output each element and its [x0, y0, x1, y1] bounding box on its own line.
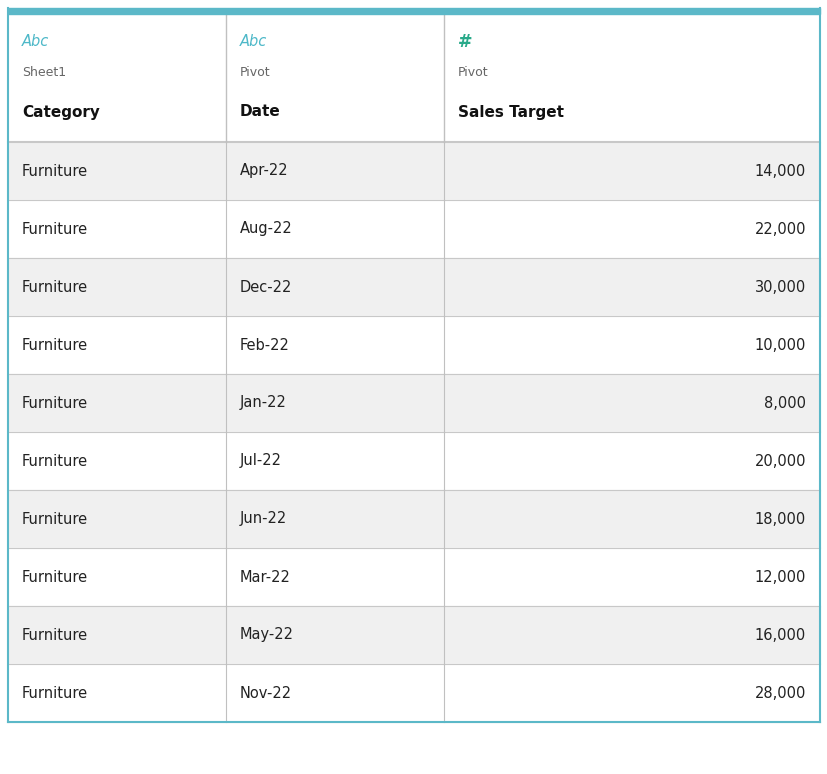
Text: Furniture: Furniture	[22, 396, 88, 410]
Text: 28,000: 28,000	[753, 686, 805, 700]
Text: 16,000: 16,000	[754, 628, 805, 642]
Text: May-22: May-22	[240, 628, 294, 642]
Text: Jan-22: Jan-22	[240, 396, 286, 410]
Text: Jul-22: Jul-22	[240, 454, 282, 468]
Text: #: #	[457, 33, 472, 51]
Bar	[8, 258, 819, 316]
Text: Furniture: Furniture	[22, 163, 88, 179]
Text: Pivot: Pivot	[240, 66, 270, 78]
Text: Sales Target: Sales Target	[457, 104, 563, 119]
Bar	[8, 548, 819, 606]
Text: Nov-22: Nov-22	[240, 686, 292, 700]
Text: Feb-22: Feb-22	[240, 337, 289, 352]
Text: Jun-22: Jun-22	[240, 512, 287, 526]
Bar	[8, 316, 819, 374]
Bar	[8, 8, 819, 14]
Text: 22,000: 22,000	[753, 221, 805, 237]
Bar	[8, 664, 819, 722]
Text: Furniture: Furniture	[22, 337, 88, 352]
Text: 8,000: 8,000	[763, 396, 805, 410]
Text: Furniture: Furniture	[22, 628, 88, 642]
Bar	[8, 432, 819, 490]
Text: Abc: Abc	[22, 35, 49, 50]
Text: Furniture: Furniture	[22, 686, 88, 700]
Text: Furniture: Furniture	[22, 570, 88, 584]
Text: Furniture: Furniture	[22, 279, 88, 294]
Text: Pivot: Pivot	[457, 66, 488, 78]
Text: Category: Category	[22, 104, 100, 119]
Bar	[8, 490, 819, 548]
Bar	[8, 606, 819, 664]
Text: Furniture: Furniture	[22, 221, 88, 237]
Text: Furniture: Furniture	[22, 512, 88, 526]
Text: Sheet1: Sheet1	[22, 66, 66, 78]
Text: 10,000: 10,000	[753, 337, 805, 352]
Text: 12,000: 12,000	[753, 570, 805, 584]
Text: Aug-22: Aug-22	[240, 221, 293, 237]
Text: 18,000: 18,000	[754, 512, 805, 526]
Text: 30,000: 30,000	[754, 279, 805, 294]
Text: Abc: Abc	[240, 35, 267, 50]
Text: Apr-22: Apr-22	[240, 163, 289, 179]
Text: Dec-22: Dec-22	[240, 279, 292, 294]
Bar	[8, 142, 819, 200]
Bar	[8, 14, 819, 142]
Bar	[8, 374, 819, 432]
Bar	[8, 200, 819, 258]
Text: 14,000: 14,000	[754, 163, 805, 179]
Text: 20,000: 20,000	[753, 454, 805, 468]
Text: Furniture: Furniture	[22, 454, 88, 468]
Text: Mar-22: Mar-22	[240, 570, 290, 584]
Text: Date: Date	[240, 104, 280, 119]
